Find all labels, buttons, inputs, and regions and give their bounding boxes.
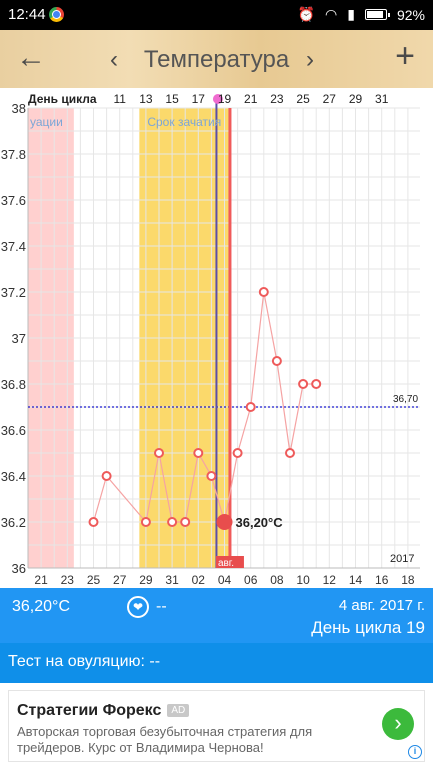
cycle-day-label: 25 [296,92,310,106]
ovulation-marker [212,94,223,104]
temperature-point [245,402,256,412]
cycle-day-label: 11 [113,92,126,106]
temperature-point [101,471,112,481]
status-time: 12:44 [8,6,46,23]
signal-icon: ▮ [347,6,355,22]
y-tick-label: 37.4 [1,239,26,254]
date-tick-label: 18 [401,573,415,587]
y-tick-label: 36.4 [1,469,26,484]
temperature-point [154,448,164,458]
cycle-day-label: 17 [192,92,206,106]
selected-point-label: 36,20°C [236,515,284,530]
temperature-point [180,517,191,527]
temperature-point [271,356,282,366]
intercourse-note: -- [156,598,167,615]
selected-date: 4 авг. 2017 г. [338,597,425,614]
today-marker [215,556,244,568]
add-icon[interactable]: + [395,37,415,75]
temperature-series-line [92,291,317,524]
battery-icon [364,9,390,20]
date-tick-label: 25 [87,573,101,587]
cycle-day-label: 19 [218,92,232,106]
ad-description: Авторская торговая безубыточная стратеги… [17,724,313,755]
temperature-point [298,379,309,389]
ovulation-test-bar[interactable]: Тест на овуляцию: -- [0,643,433,683]
date-tick-label: 29 [139,573,153,587]
date-tick-label: 04 [218,573,232,587]
battery-percent: 92% [396,6,425,23]
date-tick-label: 16 [375,573,389,587]
back-arrow-icon[interactable]: ← [16,41,46,74]
fertile-label: Срок зачатия [147,115,221,129]
y-tick-label: 37.8 [1,147,26,162]
ad-arrow-icon[interactable]: › [382,708,414,740]
date-tick-label: 14 [349,573,363,587]
cycle-day-label: 27 [323,92,337,106]
date-tick-label: 27 [113,573,127,587]
ovulation-test-text: Тест на овуляцию: -- [8,653,161,670]
date-tick-label: 08 [270,573,284,587]
date-tick-label: 21 [34,573,48,587]
cycle-day-label: 15 [165,92,179,106]
temperature-point [311,379,322,389]
temperature-point [258,287,269,297]
menstruation-label: уации [30,115,63,129]
ad-title-text: Стратегии Форекс [17,702,162,719]
toolbar: ← ‹ Температура › + [0,30,433,88]
temperature-chart[interactable]: уации Срок зачатия 36,70 авг. 36,20°C 38 37.8 3… [0,88,433,588]
next-chevron-icon[interactable]: › [306,46,314,73]
y-tick-label: 36.8 [1,377,26,392]
cycle-day-label: 31 [375,92,389,106]
y-tick-label: 37.6 [1,193,26,208]
status-bar: 12:44 ⏰ ◠ ▮ 92% [0,0,433,30]
y-tick-label: 36 [12,561,26,576]
cycle-day-label: 13 [139,92,153,106]
y-tick-label: 36.6 [1,423,26,438]
date-tick-label: 02 [192,573,206,587]
y-tick-label: 37.2 [1,285,26,300]
selected-temperature: 36,20°C [12,598,70,615]
cycle-day-label: 29 [349,92,363,106]
ad-banner[interactable]: Стратегии Форекс AD Авторская торговая бе… [8,690,425,762]
date-tick-label: 10 [296,573,310,587]
y-tick-label: 38 [12,101,26,116]
date-tick-label: 23 [61,573,75,587]
ad-badge: AD [167,704,190,717]
cycle-day-label: 21 [244,92,258,106]
cycle-day-header: День цикла [28,92,97,106]
y-tick-label: 36.2 [1,515,26,530]
date-tick-label: 06 [244,573,258,587]
temperature-point [193,448,204,458]
page-title: Температура [143,46,290,73]
ad-title[interactable]: Стратегии Форекс AD [17,702,190,720]
temperature-point [206,471,217,481]
prev-chevron-icon[interactable]: ‹ [110,46,118,73]
selected-point [216,514,233,530]
cycle-day: День цикла 19 [311,618,425,637]
temperature-point [232,448,243,458]
today-marker-label: авг. [218,558,234,569]
temperature-point [140,517,151,527]
status-icons: ⏰ ◠ ▮ 92% [298,6,425,23]
y-tick-label: 37 [12,331,26,346]
ad-info-icon[interactable]: i [408,745,422,759]
info-bar[interactable]: 36,20°C ❤ -- 4 авг. 2017 г. День цикла 1… [0,588,433,643]
wifi-icon: ◠ [325,6,338,22]
date-tick-label: 12 [323,573,337,587]
temperature-point [285,448,295,458]
heart-icon[interactable]: ❤ [127,596,149,618]
temperature-point [88,517,99,527]
alarm-icon: ⏰ [297,6,316,22]
year-label: 2017 [390,553,414,565]
date-tick-label: 31 [165,573,179,587]
temperature-point [167,517,178,527]
chrome-icon [49,7,64,22]
coverline-label: 36,70 [393,394,418,405]
cycle-day-label: 23 [270,92,284,106]
